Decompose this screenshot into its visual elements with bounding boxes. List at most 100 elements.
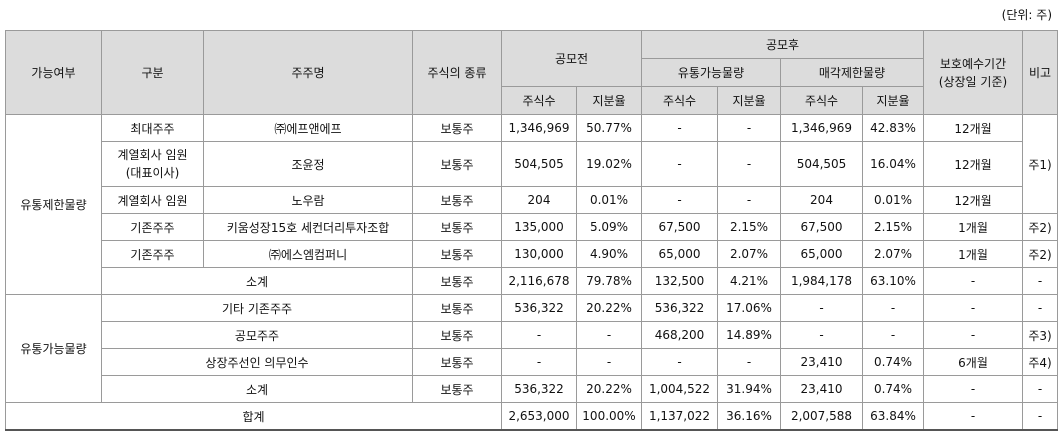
row-tradable-ratio: -	[717, 141, 781, 187]
header-lockup-line2: (상장일 기준)	[938, 74, 1008, 89]
row-type: 보통주	[412, 240, 502, 268]
row-type: 보통주	[412, 294, 502, 322]
row-lockup: -	[923, 294, 1023, 322]
row-restricted-ratio: 63.84%	[862, 402, 924, 431]
row-lockup: -	[923, 402, 1023, 431]
header-post-offering: 공모후	[641, 30, 924, 59]
row-pre-ratio: 100.00%	[576, 402, 642, 431]
row-restricted-ratio: 0.74%	[862, 375, 924, 403]
table-row: 유통제한물량 최대주주 ㈜에프앤에프 보통주 1,346,969 50.77% …	[5, 114, 1058, 295]
header-category: 가능여부	[5, 30, 102, 115]
row-pre-shares: 135,000	[501, 213, 577, 241]
row-pre-ratio: 20.22%	[576, 375, 642, 403]
header-restricted-shares: 주식수	[780, 86, 863, 115]
row-holder: 키움성장15호 세컨더리투자조합	[203, 213, 413, 241]
row-restricted-ratio: 2.07%	[862, 240, 924, 268]
table-row: 상장주선인 의무인수 보통주 - - - - 23,410 0.74% 6개월 …	[6, 348, 1058, 376]
row-pre-shares: -	[501, 321, 577, 349]
row-pre-shares: 536,322	[501, 294, 577, 322]
row-restricted-ratio: -	[862, 294, 924, 322]
row-label: 기타 기존주주	[101, 294, 413, 322]
header-tradable: 유통가능물량	[641, 58, 781, 87]
header-lockup-line1: 보호예수기간	[939, 56, 1007, 71]
group-tradable: 유통가능물량	[5, 294, 102, 403]
row-tradable-ratio: 14.89%	[717, 321, 781, 349]
row-type: 보통주	[412, 141, 502, 187]
table-row: 공모주주 보통주 - - 468,200 14.89% - - - 주3)	[6, 321, 1058, 349]
row-pre-shares: 130,000	[501, 240, 577, 268]
row-restricted-shares: 65,000	[780, 240, 863, 268]
row-pre-ratio: -	[576, 321, 642, 349]
row-type: 보통주	[412, 267, 502, 295]
total-row: 합계 2,653,000 100.00% 1,137,022 36.16% 2,…	[5, 402, 1058, 431]
subtotal-row: 소계 보통주 2,116,678 79.78% 132,500 4.21% 1,…	[6, 267, 1058, 295]
row-remark: -	[1022, 267, 1058, 295]
row-restricted-ratio: 0.01%	[862, 186, 924, 214]
table-row: 계열회사 임원 노우람 보통주 204 0.01% - - 204 0.01% …	[6, 186, 1058, 214]
header-stock-type: 주식의 종류	[412, 30, 502, 115]
row-remark: 주3)	[1022, 321, 1058, 349]
row-tradable-ratio: 2.07%	[717, 240, 781, 268]
shareholder-lockup-table: 가능여부 구분 주주명 주식의 종류 공모전 공모후 보호예수기간 (상장일 기…	[5, 30, 1058, 431]
row-restricted-shares: 204	[780, 186, 863, 214]
row-holder: 노우람	[203, 186, 413, 214]
row-tradable-ratio: -	[717, 348, 781, 376]
row-tradable-ratio: -	[717, 114, 781, 142]
row-pre-ratio: -	[576, 348, 642, 376]
row-restricted-shares: 23,410	[780, 375, 863, 403]
row-type: 보통주	[412, 114, 502, 142]
row-division: 계열회사 임원	[101, 186, 204, 214]
group-restricted: 유통제한물량	[5, 114, 102, 295]
row-type: 보통주	[412, 321, 502, 349]
row-holder: ㈜에프앤에프	[203, 114, 413, 142]
row-division: 최대주주	[101, 114, 204, 142]
header-pre-ratio: 지분율	[576, 86, 642, 115]
subtotal-row: 소계 보통주 536,322 20.22% 1,004,522 31.94% 2…	[6, 375, 1058, 403]
row-remark: 주2)	[1022, 213, 1058, 241]
row-division-line2: (대표이사)	[125, 166, 180, 180]
row-holder: ㈜에스엠컴퍼니	[203, 240, 413, 268]
row-restricted-shares: -	[780, 294, 863, 322]
row-pre-shares: 536,322	[501, 375, 577, 403]
row-pre-ratio: 20.22%	[576, 294, 642, 322]
row-tradable-shares: -	[641, 141, 718, 187]
header-lockup: 보호예수기간 (상장일 기준)	[923, 30, 1023, 115]
row-remark: 주2)	[1022, 240, 1058, 268]
row-label: 공모주주	[101, 321, 413, 349]
row-restricted-ratio: 0.74%	[862, 348, 924, 376]
row-restricted-ratio: 16.04%	[862, 141, 924, 187]
row-pre-ratio: 19.02%	[576, 141, 642, 187]
row-remark: -	[1022, 402, 1058, 431]
header-pre-offering: 공모전	[501, 30, 642, 87]
row-type: 보통주	[412, 375, 502, 403]
table-row: 기존주주 ㈜에스엠컴퍼니 보통주 130,000 4.90% 65,000 2.…	[6, 240, 1058, 268]
header-restricted-ratio: 지분율	[862, 86, 924, 115]
row-restricted-ratio: 2.15%	[862, 213, 924, 241]
row-pre-shares: 204	[501, 186, 577, 214]
header-remarks: 비고	[1022, 30, 1058, 115]
row-tradable-shares: 132,500	[641, 267, 718, 295]
row-lockup: -	[923, 267, 1023, 295]
row-pre-shares: 504,505	[501, 141, 577, 187]
row-tradable-shares: 536,322	[641, 294, 718, 322]
row-tradable-shares: -	[641, 348, 718, 376]
row-type: 보통주	[412, 348, 502, 376]
header-tradable-ratio: 지분율	[717, 86, 781, 115]
header-division: 구분	[101, 30, 204, 115]
row-label: 합계	[5, 402, 502, 431]
row-division: 기존주주	[101, 240, 204, 268]
row-pre-ratio: 0.01%	[576, 186, 642, 214]
row-restricted-shares: 23,410	[780, 348, 863, 376]
row-tradable-ratio: 31.94%	[717, 375, 781, 403]
row-tradable-shares: 65,000	[641, 240, 718, 268]
row-restricted-shares: 1,346,969	[780, 114, 863, 142]
row-pre-ratio: 4.90%	[576, 240, 642, 268]
row-restricted-shares: 1,984,178	[780, 267, 863, 295]
row-label: 소계	[101, 375, 413, 403]
table-row: 기존주주 키움성장15호 세컨더리투자조합 보통주 135,000 5.09% …	[6, 213, 1058, 241]
row-tradable-ratio: 4.21%	[717, 267, 781, 295]
table-row: 유통가능물량 기타 기존주주 보통주 536,322 20.22% 536,32…	[5, 294, 1058, 403]
row-lockup: 1개월	[923, 213, 1023, 241]
row-pre-shares: -	[501, 348, 577, 376]
row-remark: 주4)	[1022, 348, 1058, 376]
